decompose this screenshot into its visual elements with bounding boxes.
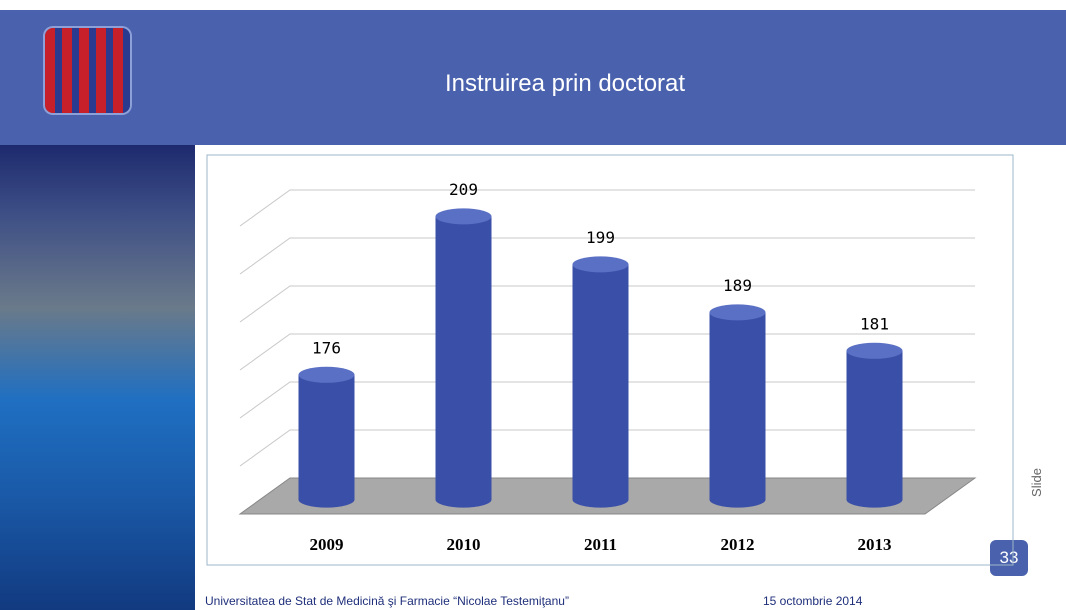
grid-line bbox=[239, 429, 975, 467]
bar-part bbox=[572, 264, 629, 500]
slide-number: 33 bbox=[990, 540, 1028, 576]
bar-part bbox=[435, 491, 492, 508]
bar bbox=[709, 304, 766, 508]
floor bbox=[238, 477, 977, 515]
logo bbox=[45, 28, 130, 113]
bar-part bbox=[435, 216, 492, 500]
bar-part bbox=[846, 342, 903, 359]
grid-line bbox=[239, 381, 975, 419]
grid-line bbox=[239, 189, 975, 227]
x-tick-label: 2009 bbox=[310, 535, 344, 554]
bar-part bbox=[709, 312, 766, 500]
footer: Universitatea de Stat de Medicină şi Far… bbox=[205, 594, 569, 608]
grid-line bbox=[239, 237, 975, 275]
x-tick-label: 2012 bbox=[721, 535, 755, 554]
bar-part bbox=[298, 366, 355, 383]
bar-part bbox=[709, 304, 766, 321]
bar-part bbox=[572, 491, 629, 508]
grid-line bbox=[239, 285, 975, 323]
bar-part bbox=[298, 491, 355, 508]
bar-part bbox=[846, 350, 903, 500]
data-label: 176 bbox=[312, 338, 341, 357]
data-label: 209 bbox=[449, 180, 478, 199]
x-tick-label: 2010 bbox=[447, 535, 481, 554]
header: Instruirea prin doctorat bbox=[0, 10, 1066, 145]
bar bbox=[298, 366, 355, 508]
bar-part bbox=[298, 374, 355, 500]
grid-line bbox=[239, 333, 975, 371]
x-tick-label: 2011 bbox=[584, 535, 617, 554]
x-tick-label: 2013 bbox=[858, 535, 892, 554]
bar bbox=[435, 208, 492, 508]
bar-part bbox=[709, 491, 766, 508]
bar-part bbox=[435, 208, 492, 225]
data-label: 199 bbox=[586, 228, 615, 247]
bar bbox=[572, 256, 629, 508]
data-label: 181 bbox=[860, 314, 889, 333]
bar-part bbox=[846, 491, 903, 508]
data-label: 189 bbox=[723, 276, 752, 295]
chart-frame bbox=[206, 154, 1014, 566]
bar bbox=[846, 342, 903, 508]
bar-part bbox=[572, 256, 629, 273]
footer-date: 15 octombrie 2014 bbox=[763, 594, 863, 608]
slide-label: Slide bbox=[1028, 468, 1044, 497]
slide-title: Instruirea prin doctorat bbox=[444, 70, 686, 97]
side-image bbox=[0, 145, 195, 610]
